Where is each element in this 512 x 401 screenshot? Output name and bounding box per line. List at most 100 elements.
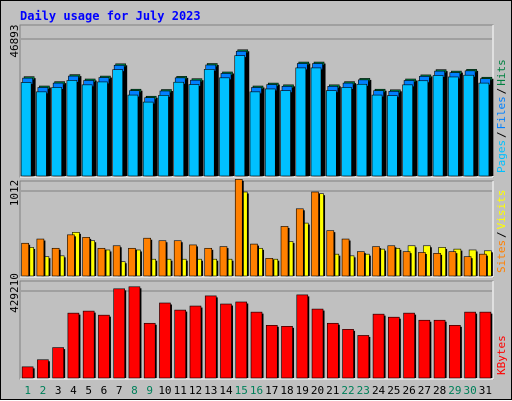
x-tick-label-day-11: 11 [174, 384, 187, 397]
bar-sites-day-5 [82, 237, 90, 277]
bar-sites-day-25 [387, 245, 396, 277]
x-tick-label-day-10: 10 [158, 384, 171, 397]
legend-separator: / [495, 131, 508, 138]
bar-pages-day-20 [310, 67, 322, 177]
bar-pages-day-13 [203, 69, 215, 177]
bar-kbytes-day-14 [220, 303, 232, 379]
bar-kbytes-day-21 [326, 322, 339, 379]
bar-pages-day-22 [341, 87, 352, 177]
bar-kbytes-day-23 [357, 335, 370, 379]
bar-pages-day-21 [325, 90, 337, 177]
bar-kbytes-day-9 [143, 322, 156, 379]
bar-kbytes-day-31 [479, 311, 492, 379]
x-tick-label-day-19: 19 [296, 384, 309, 397]
bar-sites-day-23 [357, 251, 365, 277]
x-tick-label-day-20: 20 [311, 384, 324, 397]
bar-pages-day-6 [97, 81, 108, 177]
bar-sites-day-27 [418, 252, 426, 277]
bar-sites-day-15 [234, 179, 243, 277]
bar-sites-day-2 [36, 238, 45, 277]
bar-kbytes-day-30 [464, 311, 476, 379]
panel-visits-sites: 1012 Sites /Visits [8, 179, 508, 278]
x-tick-label-day-14: 14 [219, 384, 233, 397]
bar-pages-day-9 [142, 101, 154, 177]
bar-pages-day-16 [249, 91, 261, 177]
bar-sites-day-14 [219, 246, 228, 277]
chart-title: Daily usage for July 2023 [20, 9, 201, 23]
bar-sites-day-24 [372, 246, 380, 277]
x-tick-label-day-21: 21 [326, 384, 339, 397]
bar-pages-day-31 [478, 82, 490, 177]
bar-pages-day-12 [188, 84, 200, 177]
x-tick-label-day-4: 4 [70, 384, 77, 397]
x-tick-label-day-30: 30 [463, 384, 476, 397]
legend-sites: Sites [495, 240, 508, 273]
y-max-label: 429210 [8, 273, 21, 313]
bar-kbytes-day-8 [128, 286, 141, 379]
y-max-label: 46893 [8, 24, 21, 57]
bar-pages-day-15 [234, 55, 246, 177]
bar-sites-day-29 [448, 251, 457, 277]
bar-kbytes-day-22 [342, 329, 354, 379]
bar-kbytes-day-1 [21, 366, 34, 379]
x-tick-label-day-27: 27 [418, 384, 431, 397]
bar-kbytes-day-12 [189, 305, 202, 379]
bar-sites-day-12 [189, 244, 197, 277]
y-max-label: 1012 [8, 180, 21, 207]
bar-pages-day-8 [127, 94, 139, 177]
bar-kbytes-day-20 [311, 308, 324, 379]
bar-sites-day-11 [173, 240, 182, 277]
bar-sites-day-4 [67, 234, 75, 277]
x-tick-label-day-15: 15 [235, 384, 248, 397]
bar-pages-day-14 [219, 77, 230, 177]
x-tick-label-day-22: 22 [341, 384, 354, 397]
x-tick-label-day-26: 26 [402, 384, 415, 397]
bar-kbytes-day-18 [281, 326, 293, 379]
bar-pages-day-27 [417, 80, 429, 177]
x-tick-label-day-28: 28 [433, 384, 446, 397]
bar-sites-day-8 [128, 247, 136, 277]
x-tick-label-day-2: 2 [40, 384, 47, 397]
legend-kbytes: KBytes [495, 335, 508, 375]
x-tick-label-day-24: 24 [372, 384, 386, 397]
bar-pages-day-5 [81, 84, 93, 177]
bar-sites-day-19 [295, 208, 304, 277]
bar-kbytes-day-6 [98, 314, 110, 379]
x-tick-label-day-31: 31 [479, 384, 492, 397]
panel-kbytes: 429210 KBytes [8, 273, 508, 380]
x-tick-label-day-8: 8 [131, 384, 138, 397]
bar-sites-day-22 [341, 238, 350, 277]
x-tick-label-day-29: 29 [448, 384, 461, 397]
bar-pages-day-1 [20, 82, 32, 177]
bar-pages-day-4 [66, 80, 78, 177]
x-tick-label-day-6: 6 [101, 384, 108, 397]
bar-kbytes-day-17 [265, 324, 278, 379]
bar-pages-day-30 [463, 74, 474, 177]
bar-pages-day-24 [371, 94, 383, 177]
bar-pages-day-2 [36, 91, 47, 177]
bar-sites-day-16 [250, 243, 258, 277]
bar-kbytes-day-19 [296, 294, 309, 379]
bar-sites-day-6 [97, 247, 106, 277]
legend-hits: Hits [495, 59, 508, 86]
bar-sites-day-1 [21, 242, 29, 277]
x-tick-label-day-7: 7 [116, 384, 123, 397]
x-tick-label-day-12: 12 [189, 384, 202, 397]
bar-sites-day-26 [402, 251, 411, 277]
bar-sites-day-17 [265, 258, 274, 277]
bar-sites-day-31 [479, 253, 487, 277]
x-tick-label-day-18: 18 [280, 384, 293, 397]
bar-kbytes-day-10 [159, 302, 171, 379]
bar-kbytes-day-2 [37, 359, 49, 379]
x-tick-label-day-23: 23 [357, 384, 370, 397]
bar-kbytes-day-3 [52, 347, 64, 379]
bar-kbytes-day-5 [82, 310, 95, 379]
bar-pages-day-26 [402, 84, 413, 177]
bar-pages-day-10 [158, 95, 169, 177]
bar-sites-day-3 [51, 247, 60, 277]
bar-kbytes-day-15 [235, 301, 248, 379]
x-tick-label-day-16: 16 [250, 384, 263, 397]
bar-kbytes-day-7 [113, 288, 125, 379]
chart-panels: 46893Pages/Files/Hits1012Sites/Visits429… [8, 24, 508, 380]
